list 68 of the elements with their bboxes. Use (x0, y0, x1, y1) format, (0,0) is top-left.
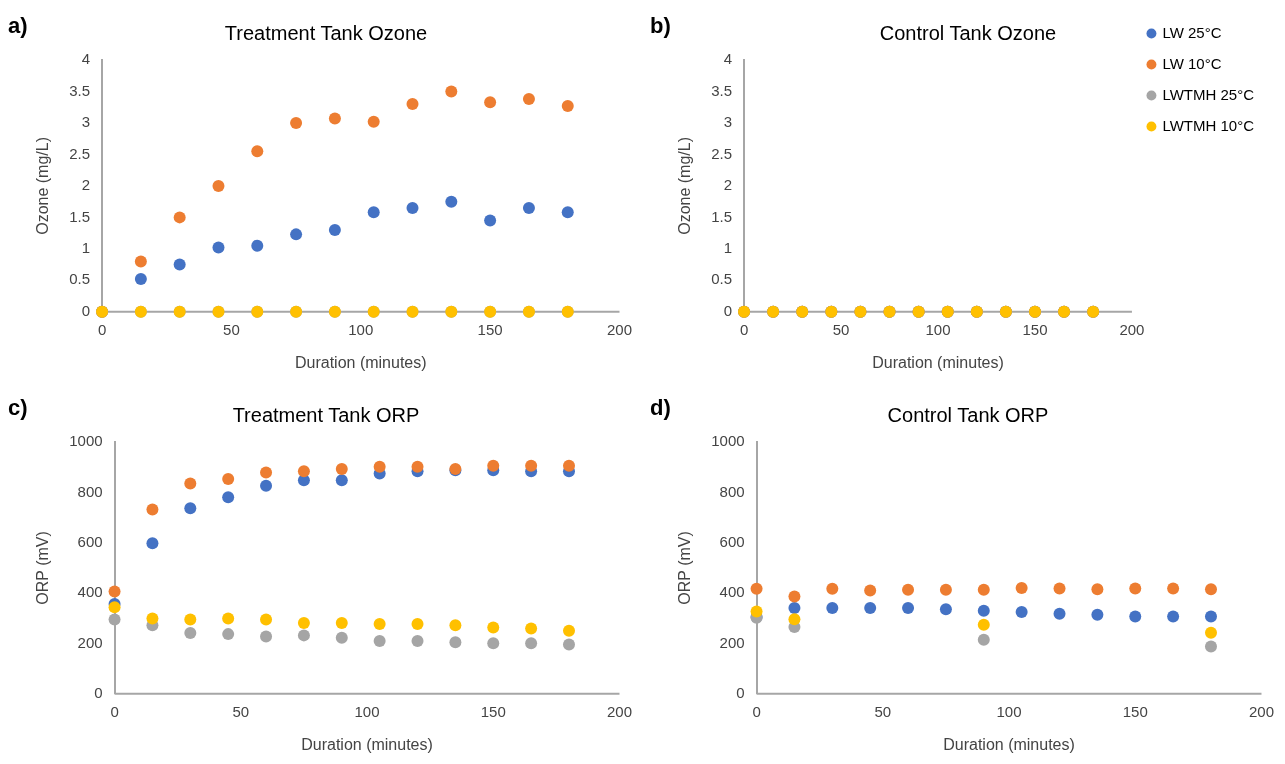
y-tick-label: 800 (77, 482, 103, 500)
y-tick-label: 1000 (711, 432, 745, 450)
x-axis-title: Duration (minutes) (872, 353, 1004, 371)
x-tick-label: 150 (1022, 320, 1048, 338)
y-tick-label: 1 (81, 238, 91, 256)
legend-label: LW 25°C (1162, 23, 1222, 41)
y-tick-label: 600 (719, 532, 745, 550)
x-tick-label: 200 (606, 702, 632, 720)
x-tick-label: 200 (606, 320, 632, 338)
text: a) (8, 13, 28, 39)
y-tick-label: 3.5 (69, 81, 91, 99)
y-axis-title: ORP (mV) (34, 531, 52, 605)
y-tick-label: 2 (81, 176, 91, 194)
y-axis-title: Ozone (mg/L) (676, 136, 694, 235)
y-tick-label: 0 (81, 301, 91, 319)
x-tick-label: 100 (996, 702, 1022, 720)
x-axis-title: Duration (minutes) (301, 735, 433, 753)
x-tick-label: 200 (1119, 320, 1145, 338)
chart-title: Treatment Tank ORP (232, 403, 420, 426)
text: d) (650, 395, 671, 421)
y-tick-label: 1.5 (711, 207, 733, 225)
y-tick-label: 2 (723, 176, 733, 194)
y-tick-label: 0.5 (69, 270, 91, 288)
y-tick-label: 200 (77, 633, 103, 651)
chart-title: Control Tank ORP (887, 403, 1049, 426)
legend-label: LWTMH 25°C (1162, 85, 1255, 103)
x-tick-label: 150 (480, 702, 506, 720)
legend-label: LW 10°C (1162, 54, 1222, 72)
y-tick-label: 0 (723, 301, 733, 319)
x-tick-label: 150 (477, 320, 503, 338)
chart-title: Control Tank Ozone (879, 21, 1057, 44)
y-tick-label: 3.5 (711, 81, 733, 99)
x-tick-label: 0 (110, 702, 119, 720)
y-tick-label: 400 (719, 583, 745, 601)
y-tick-label: 1000 (69, 432, 103, 450)
legend-label: LWTMH 10°C (1162, 116, 1255, 134)
y-tick-label: 600 (77, 532, 103, 550)
chart-title: Treatment Tank Ozone (224, 21, 428, 44)
y-tick-label: 1 (723, 238, 733, 256)
x-axis-title: Duration (minutes) (294, 353, 427, 371)
x-tick-label: 50 (232, 702, 250, 720)
y-tick-label: 0 (736, 683, 745, 701)
x-axis-title: Duration (minutes) (943, 735, 1075, 753)
y-tick-label: 2.5 (69, 144, 91, 162)
x-tick-label: 100 (348, 320, 374, 338)
x-tick-label: 100 (354, 702, 380, 720)
y-tick-label: 0.5 (711, 270, 733, 288)
y-tick-label: 0 (94, 683, 103, 701)
x-tick-label: 0 (752, 702, 761, 720)
y-tick-label: 200 (719, 633, 745, 651)
y-tick-label: 400 (77, 583, 103, 601)
x-tick-label: 50 (832, 320, 850, 338)
y-tick-label: 2.5 (711, 144, 733, 162)
y-tick-label: 4 (81, 50, 91, 68)
y-tick-label: 3 (723, 113, 733, 131)
text: c) (8, 395, 28, 421)
x-tick-label: 50 (223, 320, 240, 338)
y-axis-title: ORP (mV) (676, 531, 694, 605)
y-tick-label: 1.5 (69, 207, 91, 225)
x-tick-label: 100 (925, 320, 951, 338)
y-tick-label: 800 (719, 482, 745, 500)
y-tick-label: 4 (723, 50, 733, 68)
x-tick-label: 150 (1122, 702, 1148, 720)
text: b) (650, 13, 671, 39)
x-tick-label: 200 (1248, 702, 1274, 720)
x-tick-label: 50 (874, 702, 892, 720)
y-tick-label: 3 (81, 113, 91, 131)
y-axis-title: Ozone (mg/L) (34, 136, 52, 235)
